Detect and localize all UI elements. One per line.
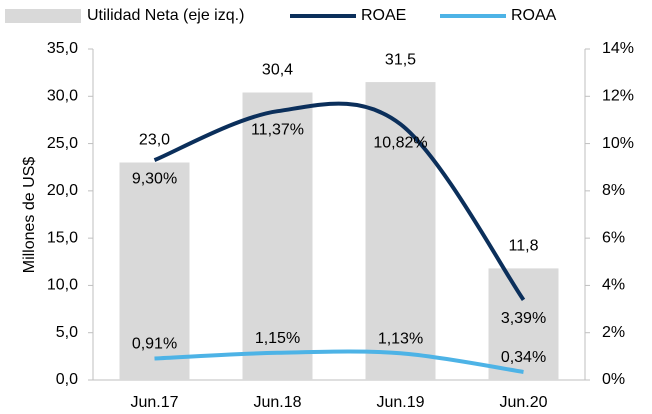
y-tick-label: 15,0 [47, 229, 78, 246]
y-tick-label: 5,0 [56, 324, 78, 341]
y2-tick-label: 2% [602, 324, 625, 341]
y-tick-label: 30,0 [47, 88, 78, 105]
bar-label: 30,4 [262, 62, 293, 79]
y2-tick-label: 6% [602, 229, 625, 246]
legend-label: ROAA [511, 7, 557, 24]
line-label: 9,30% [132, 170, 177, 187]
y-axis-label: Millones de US$ [21, 157, 38, 274]
bar-label: 31,5 [385, 51, 416, 68]
line [153, 101, 526, 301]
line-label: 0,34% [501, 349, 546, 366]
x-tick-label: Jun.20 [499, 394, 547, 411]
bar-label: 11,8 [509, 238, 539, 255]
y-tick-label: 35,0 [47, 40, 78, 57]
bar-label: 23,0 [139, 132, 170, 149]
y-tick-label: 0,0 [56, 371, 78, 388]
line-label: 11,37% [251, 121, 304, 138]
legend-label: ROAE [361, 7, 406, 24]
line-label: 10,82% [373, 134, 427, 151]
bar [242, 92, 313, 380]
legend-swatch [5, 9, 81, 23]
line-label: 1,13% [378, 331, 423, 348]
x-tick-label: Jun.19 [376, 394, 424, 411]
y2-tick-label: 8% [602, 182, 625, 199]
legend-label: Utilidad Neta (eje izq.) [87, 7, 244, 24]
bar [488, 268, 559, 380]
y-tick-label: 20,0 [47, 182, 78, 199]
line [154, 349, 524, 374]
line-label: 3,39% [501, 310, 546, 327]
x-tick-label: Jun.18 [253, 394, 301, 411]
y2-tick-label: 14% [602, 40, 634, 57]
bar [119, 162, 190, 380]
y-tick-label: 25,0 [47, 135, 78, 152]
line-label: 0,91% [132, 336, 177, 353]
y2-tick-label: 0% [602, 371, 625, 388]
y-tick-label: 10,0 [47, 277, 78, 294]
y2-tick-label: 4% [602, 277, 625, 294]
bar [365, 82, 436, 380]
y2-tick-label: 10% [602, 135, 634, 152]
x-tick-label: Jun.17 [130, 394, 178, 411]
line-label: 1,15% [255, 330, 300, 347]
y2-tick-label: 12% [602, 88, 634, 105]
